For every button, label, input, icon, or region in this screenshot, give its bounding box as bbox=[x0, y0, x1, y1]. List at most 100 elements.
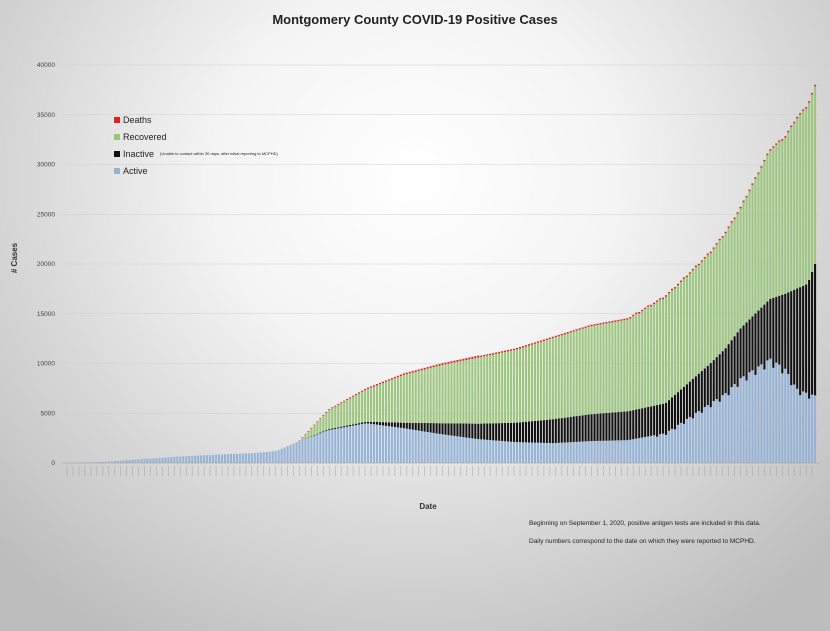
bar-inactive bbox=[676, 392, 680, 425]
bar-active bbox=[417, 430, 420, 463]
bar-active bbox=[146, 458, 149, 463]
bar-active bbox=[495, 440, 498, 463]
bar-deaths bbox=[742, 200, 745, 203]
x-tick-mark bbox=[150, 466, 151, 476]
bar-deaths bbox=[435, 364, 438, 367]
bar-inactive bbox=[477, 423, 480, 440]
bar-recovered bbox=[673, 288, 677, 395]
bar-inactive bbox=[602, 413, 605, 441]
bar-active bbox=[381, 425, 384, 463]
bar-active bbox=[474, 438, 477, 463]
bar-active bbox=[191, 455, 194, 463]
bar-active bbox=[238, 453, 241, 463]
bar-recovered bbox=[772, 147, 775, 298]
bar-deaths bbox=[778, 140, 781, 142]
bar-deaths bbox=[483, 354, 486, 357]
bar-deaths bbox=[667, 292, 671, 294]
x-tick-mark bbox=[174, 466, 175, 476]
bar-active bbox=[209, 454, 212, 463]
bar-inactive bbox=[387, 422, 390, 427]
x-tick-mark bbox=[287, 466, 288, 476]
bar-inactive bbox=[617, 412, 620, 441]
bar-active bbox=[346, 426, 349, 463]
bar-active bbox=[518, 442, 522, 463]
bar-recovered bbox=[691, 270, 694, 379]
bar-active bbox=[316, 434, 319, 463]
bar-deaths bbox=[712, 247, 715, 249]
bar-deaths bbox=[700, 260, 703, 262]
x-tick-mark bbox=[531, 466, 533, 476]
bar-deaths bbox=[748, 189, 751, 192]
bar-deaths bbox=[423, 367, 426, 370]
bar-inactive bbox=[346, 425, 349, 427]
bar-active bbox=[656, 436, 659, 463]
bar-inactive bbox=[569, 416, 572, 443]
bar-active bbox=[536, 442, 539, 463]
bar-active bbox=[292, 443, 295, 463]
x-tick-mark bbox=[197, 466, 199, 476]
x-tick-mark bbox=[299, 466, 300, 476]
bar-recovered bbox=[784, 137, 787, 294]
bar-recovered bbox=[560, 335, 563, 419]
bar-deaths bbox=[617, 319, 620, 322]
bar-active bbox=[104, 461, 107, 463]
bar-recovered bbox=[456, 361, 459, 424]
bar-inactive bbox=[736, 332, 739, 387]
bar-deaths bbox=[808, 101, 811, 103]
bar-recovered bbox=[387, 380, 390, 423]
bar-inactive bbox=[632, 410, 635, 440]
x-tick-mark bbox=[96, 466, 98, 476]
bar-recovered bbox=[602, 323, 605, 414]
x-tick-mark bbox=[138, 466, 139, 476]
bar-deaths bbox=[685, 275, 688, 278]
x-tick-mark bbox=[209, 466, 211, 476]
bar-deaths bbox=[378, 382, 382, 385]
bar-inactive bbox=[778, 295, 781, 365]
bar-inactive bbox=[647, 406, 650, 437]
x-tick-mark bbox=[317, 466, 318, 476]
bar-active bbox=[361, 423, 364, 463]
bar-deaths bbox=[414, 370, 417, 372]
bar-active bbox=[182, 456, 185, 463]
bar-inactive bbox=[697, 373, 700, 411]
y-tick-label: 30000 bbox=[37, 162, 55, 169]
bar-inactive bbox=[465, 423, 468, 438]
bar-deaths bbox=[369, 386, 373, 388]
bar-active bbox=[805, 392, 808, 463]
bar-active bbox=[280, 448, 283, 463]
x-tick-mark bbox=[334, 466, 336, 476]
bar-recovered bbox=[802, 110, 805, 286]
bar-deaths bbox=[539, 340, 542, 342]
bar-inactive bbox=[381, 422, 384, 426]
bar-recovered bbox=[399, 376, 402, 423]
bar-inactive bbox=[516, 422, 519, 443]
x-tick-mark bbox=[120, 466, 121, 476]
bar-deaths bbox=[724, 231, 727, 234]
x-tick-mark bbox=[263, 466, 265, 476]
bar-inactive bbox=[343, 426, 346, 428]
x-tick-mark bbox=[448, 466, 449, 476]
bar-deaths bbox=[417, 369, 420, 372]
bar-active bbox=[706, 405, 709, 463]
bar-deaths bbox=[566, 332, 569, 334]
bar-recovered bbox=[545, 340, 548, 420]
bar-inactive bbox=[554, 418, 557, 443]
bar-deaths bbox=[665, 295, 668, 297]
bar-inactive bbox=[411, 422, 414, 430]
bar-active bbox=[384, 425, 387, 463]
bar-active bbox=[778, 364, 781, 463]
bar-active bbox=[670, 428, 674, 463]
legend-note-inactive: (Unable to contact within 30 days, after… bbox=[160, 151, 278, 156]
bar-inactive bbox=[313, 434, 316, 436]
x-tick-mark bbox=[239, 466, 241, 476]
bar-active bbox=[667, 430, 671, 463]
bar-active bbox=[107, 461, 110, 463]
bar-recovered bbox=[483, 356, 486, 424]
bar-recovered bbox=[650, 306, 653, 407]
bar-recovered bbox=[590, 326, 593, 415]
bar-recovered bbox=[319, 419, 322, 433]
bar-active bbox=[378, 425, 382, 463]
bar-deaths bbox=[328, 409, 331, 410]
bar-recovered bbox=[367, 388, 370, 422]
bar-deaths bbox=[611, 320, 614, 323]
